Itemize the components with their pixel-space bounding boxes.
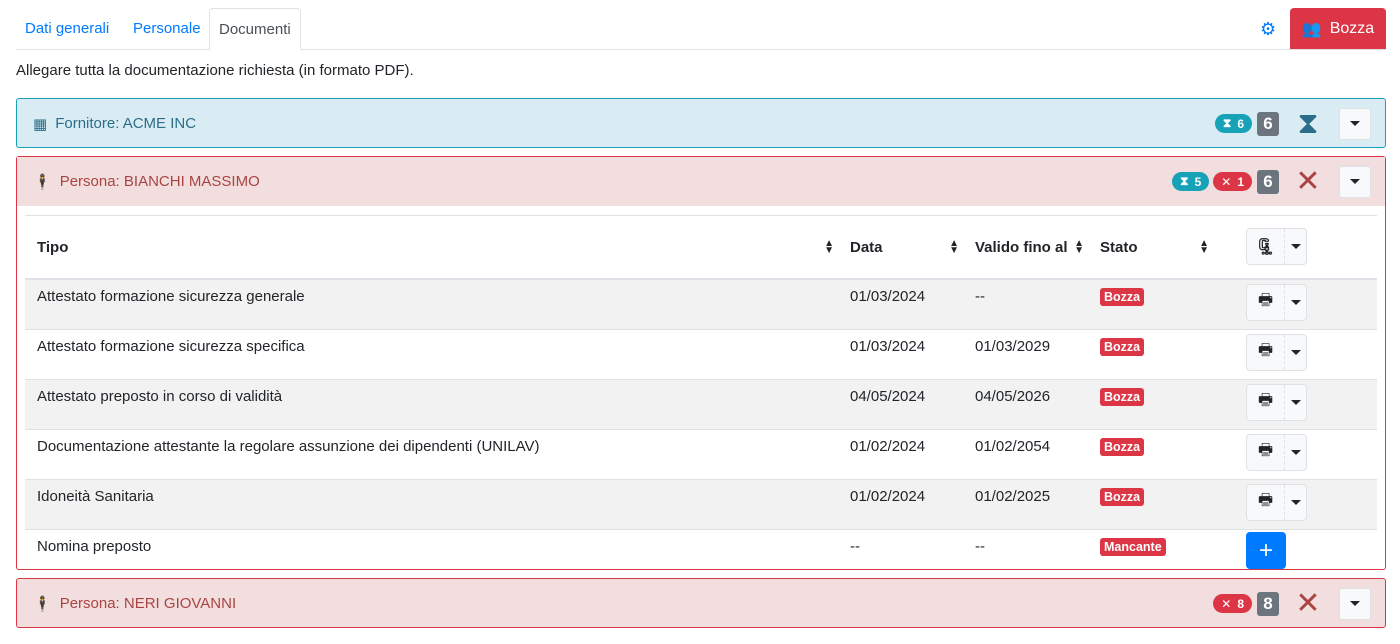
- print-icon: 🖶: [1247, 435, 1285, 470]
- print-icon: 🖶: [1247, 485, 1285, 520]
- col-valido[interactable]: Valido fino al ▲ ▼: [963, 216, 1088, 280]
- missing-badge: ✕ 8: [1213, 594, 1252, 613]
- print-icon: 🖶: [1247, 335, 1285, 370]
- hourglass-icon: ⧗: [1297, 106, 1319, 140]
- documents-table: Tipo ▲ ▼ Data ▲ ▼ Valido fino al ▲ ▼ Stato ▲ ▼ 🗜…: [25, 216, 1377, 577]
- status-badge: Bozza: [1100, 488, 1145, 506]
- panel-title: Persona: BIANCHI MASSIMO: [59, 173, 260, 190]
- panel-title: Fornitore: ACME INC: [55, 115, 197, 132]
- person-icon: 🕴: [33, 595, 52, 613]
- gear-icon[interactable]: ⚙: [1260, 19, 1277, 39]
- panel-fornitore: ▦ Fornitore: ACME INC ⧗ 6 6 ⧗: [16, 98, 1386, 148]
- status-badge: Bozza: [1100, 388, 1145, 406]
- file-zipper-icon: 🗜: [1247, 229, 1285, 264]
- times-icon: ✕: [1295, 587, 1321, 620]
- total-badge: 8: [1257, 591, 1279, 616]
- cell-tipo: Documentazione attestante la regolare as…: [25, 429, 838, 480]
- pending-badge: ⧗ 5: [1172, 172, 1210, 191]
- tab-personale[interactable]: Personale: [133, 20, 201, 37]
- hourglass-icon: ⧗: [1180, 174, 1189, 188]
- hourglass-icon: ⧗: [1222, 116, 1232, 130]
- panel-dropdown-button[interactable]: [1339, 587, 1371, 620]
- download-zip-button[interactable]: 🗜: [1246, 228, 1307, 265]
- cell-data: 04/05/2024: [838, 379, 963, 430]
- print-button[interactable]: 🖶: [1246, 384, 1307, 421]
- times-icon: ✕: [1221, 174, 1232, 189]
- cell-valido: --: [963, 278, 1088, 330]
- cell-data: 01/03/2024: [838, 278, 963, 330]
- print-button[interactable]: 🖶: [1246, 284, 1307, 321]
- tab-dati-generali[interactable]: Dati generali: [25, 20, 110, 37]
- table-row: Documentazione attestante la regolare as…: [25, 429, 1377, 480]
- tab-bar: Dati generali Personale Documenti: [16, 8, 1386, 50]
- tab-documenti[interactable]: Documenti: [209, 8, 301, 50]
- sort-icon: ▲ ▼: [1199, 238, 1209, 256]
- table-row: Nomina preposto -- -- Mancante +: [25, 529, 1377, 577]
- sort-icon: ▲ ▼: [1074, 238, 1084, 256]
- cell-data: 01/03/2024: [838, 329, 963, 380]
- table-row: Idoneità Sanitaria 01/02/2024 01/02/2025…: [25, 479, 1377, 530]
- pending-badge: ⧗ 6: [1214, 114, 1252, 133]
- times-icon: ✕: [1295, 165, 1321, 198]
- col-data[interactable]: Data ▲ ▼: [838, 216, 963, 280]
- panel-title: Persona: NERI GIOVANNI: [59, 595, 237, 612]
- sort-icon: ▲ ▼: [824, 238, 834, 256]
- intro-text: Allegare tutta la documentazione richies…: [16, 62, 414, 79]
- cell-tipo: Attestato formazione sicurezza specifica: [25, 329, 838, 380]
- cell-tipo: Nomina preposto: [25, 529, 838, 577]
- status-button[interactable]: 👥 Bozza: [1290, 8, 1386, 49]
- cell-data: 01/02/2024: [838, 479, 963, 530]
- print-button[interactable]: 🖶: [1246, 484, 1307, 521]
- sort-icon: ▲ ▼: [949, 238, 959, 256]
- table-row: Attestato preposto in corso di validità …: [25, 379, 1377, 430]
- users-icon: 👥: [1301, 20, 1322, 38]
- status-badge: Mancante: [1100, 538, 1166, 556]
- missing-badge: ✕ 1: [1213, 172, 1252, 191]
- cell-valido: --: [963, 529, 1088, 577]
- status-badge: Bozza: [1100, 288, 1145, 306]
- cell-valido: 01/03/2029: [963, 329, 1088, 380]
- cell-valido: 01/02/2025: [963, 479, 1088, 530]
- cell-tipo: Attestato formazione sicurezza generale: [25, 278, 838, 330]
- col-tipo[interactable]: Tipo ▲ ▼: [25, 216, 838, 280]
- total-badge: 6: [1257, 169, 1279, 194]
- cell-tipo: Attestato preposto in corso di validità: [25, 379, 838, 430]
- col-stato[interactable]: Stato ▲ ▼: [1088, 216, 1213, 280]
- cell-valido: 01/02/2054: [963, 429, 1088, 480]
- panel-neri: 🕴 Persona: NERI GIOVANNI ✕ 8 8 ✕: [16, 578, 1386, 628]
- table-row: Attestato formazione sicurezza specifica…: [25, 329, 1377, 380]
- print-button[interactable]: 🖶: [1246, 434, 1307, 471]
- status-badge: Bozza: [1100, 338, 1145, 356]
- cell-data: --: [838, 529, 963, 577]
- print-button[interactable]: 🖶: [1246, 334, 1307, 371]
- times-icon: ✕: [1221, 596, 1232, 611]
- add-document-button[interactable]: +: [1246, 532, 1286, 569]
- table-row: Attestato formazione sicurezza generale …: [25, 278, 1377, 330]
- status-badge: Bozza: [1100, 438, 1145, 456]
- cell-valido: 04/05/2026: [963, 379, 1088, 430]
- building-icon: ▦: [33, 115, 48, 133]
- print-icon: 🖶: [1247, 285, 1285, 320]
- cell-tipo: Idoneità Sanitaria: [25, 479, 838, 530]
- panel-dropdown-button[interactable]: [1339, 165, 1371, 198]
- panel-dropdown-button[interactable]: [1339, 107, 1371, 140]
- person-icon: 🕴: [33, 173, 52, 191]
- panel-bianchi: 🕴 Persona: BIANCHI MASSIMO ⧗ 5 ✕ 1 6 ✕ Tip…: [16, 156, 1386, 577]
- cell-data: 01/02/2024: [838, 429, 963, 480]
- total-badge: 6: [1257, 111, 1279, 136]
- print-icon: 🖶: [1247, 385, 1285, 420]
